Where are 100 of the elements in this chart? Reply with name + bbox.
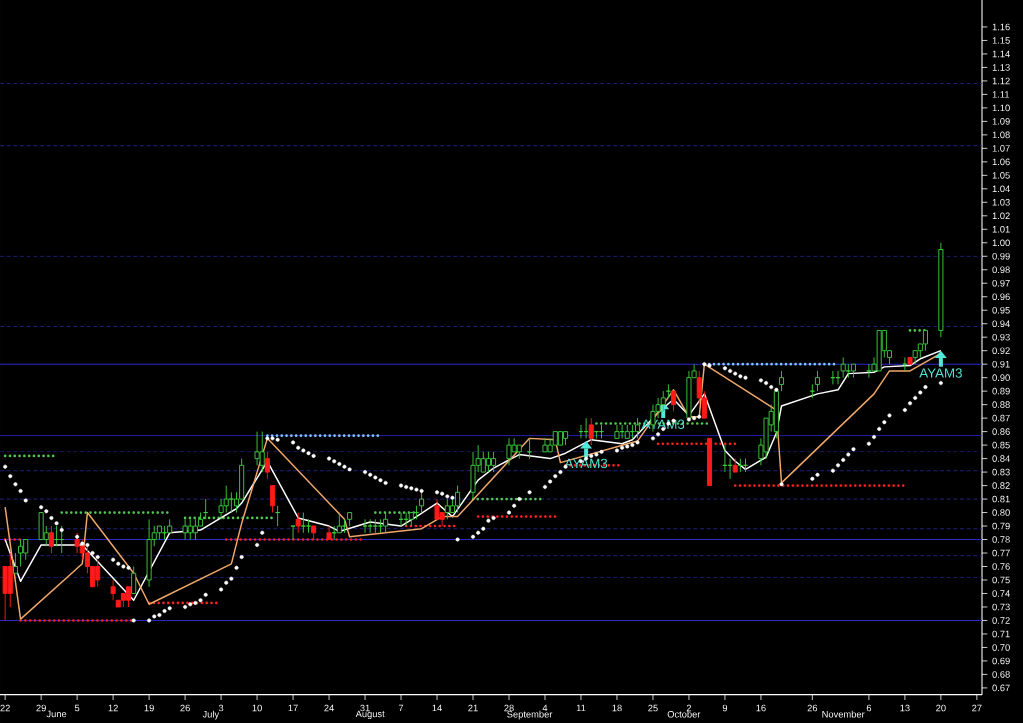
y-tick-label: 1.12 bbox=[992, 77, 1010, 85]
x-tick-label: 11 bbox=[576, 704, 586, 712]
y-tick-label: 1.14 bbox=[992, 50, 1010, 58]
y-tick-label: 1.15 bbox=[992, 37, 1010, 44]
y-tick-label: 0.74 bbox=[992, 590, 1010, 597]
y-tick-label: 0.88 bbox=[992, 401, 1010, 408]
candlestick bbox=[290, 525, 296, 540]
x-tick-label: 26 bbox=[807, 704, 818, 712]
y-tick-label: 0.87 bbox=[992, 414, 1010, 422]
y-tick-label: 1.06 bbox=[992, 158, 1010, 166]
y-tick-label: 1.16 bbox=[992, 23, 1010, 31]
y-tick-label: 1.01 bbox=[992, 226, 1010, 233]
candlestick bbox=[18, 539, 24, 567]
x-tick-label: 12 bbox=[108, 704, 118, 712]
y-tick-label: 0.94 bbox=[992, 320, 1010, 328]
y-tick-label: 0.89 bbox=[992, 387, 1010, 395]
candlestick bbox=[367, 518, 373, 534]
y-tick-label: 0.91 bbox=[992, 360, 1010, 368]
candlestick bbox=[264, 451, 270, 480]
x-tick-label: 19 bbox=[144, 704, 154, 712]
x-tick-label: 4 bbox=[542, 704, 548, 712]
y-tick-label: 0.92 bbox=[992, 347, 1010, 354]
x-tick-label: 20 bbox=[936, 704, 946, 712]
x-tick-label: 7 bbox=[398, 704, 404, 712]
candlestick bbox=[362, 518, 368, 534]
y-tick-label: 1.10 bbox=[992, 104, 1010, 112]
y-tick-label: 0.85 bbox=[992, 441, 1010, 449]
y-tick-label: 1.05 bbox=[992, 172, 1010, 179]
y-tick-label: 0.99 bbox=[992, 252, 1010, 260]
y-tick-label: 0.84 bbox=[992, 455, 1010, 462]
y-tick-label: 0.83 bbox=[992, 468, 1010, 476]
x-tick-label: 14 bbox=[432, 704, 442, 712]
x-tick-label: 22 bbox=[0, 704, 10, 712]
y-tick-label: 0.72 bbox=[992, 617, 1010, 624]
y-tick-label: 0.77 bbox=[992, 549, 1010, 557]
candlestick bbox=[527, 437, 533, 460]
candlestick bbox=[269, 485, 276, 514]
candlestick bbox=[295, 512, 301, 534]
x-tick-label: 24 bbox=[324, 704, 334, 712]
y-tick-label: 0.75 bbox=[992, 576, 1010, 584]
candlestick bbox=[419, 491, 425, 514]
candlestick bbox=[778, 370, 785, 392]
y-tick-label: 1.08 bbox=[992, 131, 1010, 139]
y-tick-label: 1.11 bbox=[992, 91, 1010, 98]
candlestick bbox=[110, 579, 116, 601]
x-tick-label: 27 bbox=[972, 704, 982, 712]
y-tick-label: 0.78 bbox=[992, 536, 1010, 543]
x-tick-label: 29 bbox=[36, 704, 46, 712]
y-tick-label: 0.97 bbox=[992, 279, 1010, 287]
y-tick-label: 0.76 bbox=[992, 563, 1010, 570]
x-tick-label: 3 bbox=[218, 704, 224, 712]
candlestick bbox=[614, 424, 620, 439]
x2-tick-label: October bbox=[667, 710, 701, 718]
x2-tick-label: June bbox=[46, 710, 67, 718]
x2-tick-label: August bbox=[355, 710, 385, 720]
y-tick-label: 0.71 bbox=[992, 630, 1010, 638]
candlestick bbox=[341, 518, 347, 534]
x-tick-label: 13 bbox=[900, 704, 910, 712]
x2-tick-label: July bbox=[202, 710, 220, 720]
candlestick bbox=[814, 370, 821, 392]
x-tick-label: 31 bbox=[360, 704, 370, 712]
y-tick-label: 0.90 bbox=[992, 374, 1010, 381]
y-tick-label: 0.67 bbox=[992, 684, 1010, 692]
x-tick-label: 5 bbox=[74, 704, 80, 712]
y-tick-label: 1.07 bbox=[992, 145, 1010, 152]
y-tick-label: 1.09 bbox=[992, 118, 1010, 125]
y-tick-label: 0.98 bbox=[992, 266, 1010, 274]
y-tick-label: 0.73 bbox=[992, 603, 1010, 611]
y-tick-label: 0.93 bbox=[992, 333, 1010, 341]
y-tick-label: 1.04 bbox=[992, 185, 1010, 193]
y-tick-label: 0.96 bbox=[992, 293, 1010, 301]
annotation: AYAM3 bbox=[564, 458, 608, 469]
x-tick-label: 2 bbox=[686, 704, 692, 712]
y-tick-label: 1.03 bbox=[992, 199, 1010, 206]
candlestick bbox=[305, 518, 312, 534]
y-tick-label: 0.81 bbox=[992, 495, 1010, 503]
candlestick bbox=[671, 390, 677, 412]
x-tick-label: 25 bbox=[648, 704, 658, 712]
y-tick-label: 0.79 bbox=[992, 522, 1010, 530]
x-tick-label: 28 bbox=[504, 704, 514, 712]
x-tick-label: 10 bbox=[252, 704, 262, 712]
candlestick bbox=[922, 329, 928, 352]
candlestick bbox=[866, 363, 872, 379]
y-tick-label: 0.86 bbox=[992, 428, 1010, 435]
y-tick-label: 0.80 bbox=[992, 509, 1010, 516]
x-tick-label: 16 bbox=[756, 704, 766, 712]
y-tick-label: 1.00 bbox=[992, 239, 1010, 247]
x-tick-label: 17 bbox=[288, 704, 298, 712]
y-tick-label: 0.82 bbox=[992, 482, 1010, 489]
x-tick-label: 18 bbox=[612, 704, 622, 712]
annotation: AYAM3 bbox=[919, 368, 962, 378]
y-tick-label: 1.13 bbox=[992, 64, 1010, 71]
x-tick-label: 9 bbox=[722, 704, 728, 712]
candlestick bbox=[588, 417, 594, 446]
y-tick-label: 0.95 bbox=[992, 306, 1010, 314]
candlestick bbox=[48, 525, 54, 554]
x2-tick-label: November bbox=[822, 710, 865, 718]
x2-tick-label: September bbox=[507, 710, 553, 720]
y-tick-label: 0.70 bbox=[992, 644, 1010, 651]
x-tick-label: 6 bbox=[866, 704, 872, 712]
